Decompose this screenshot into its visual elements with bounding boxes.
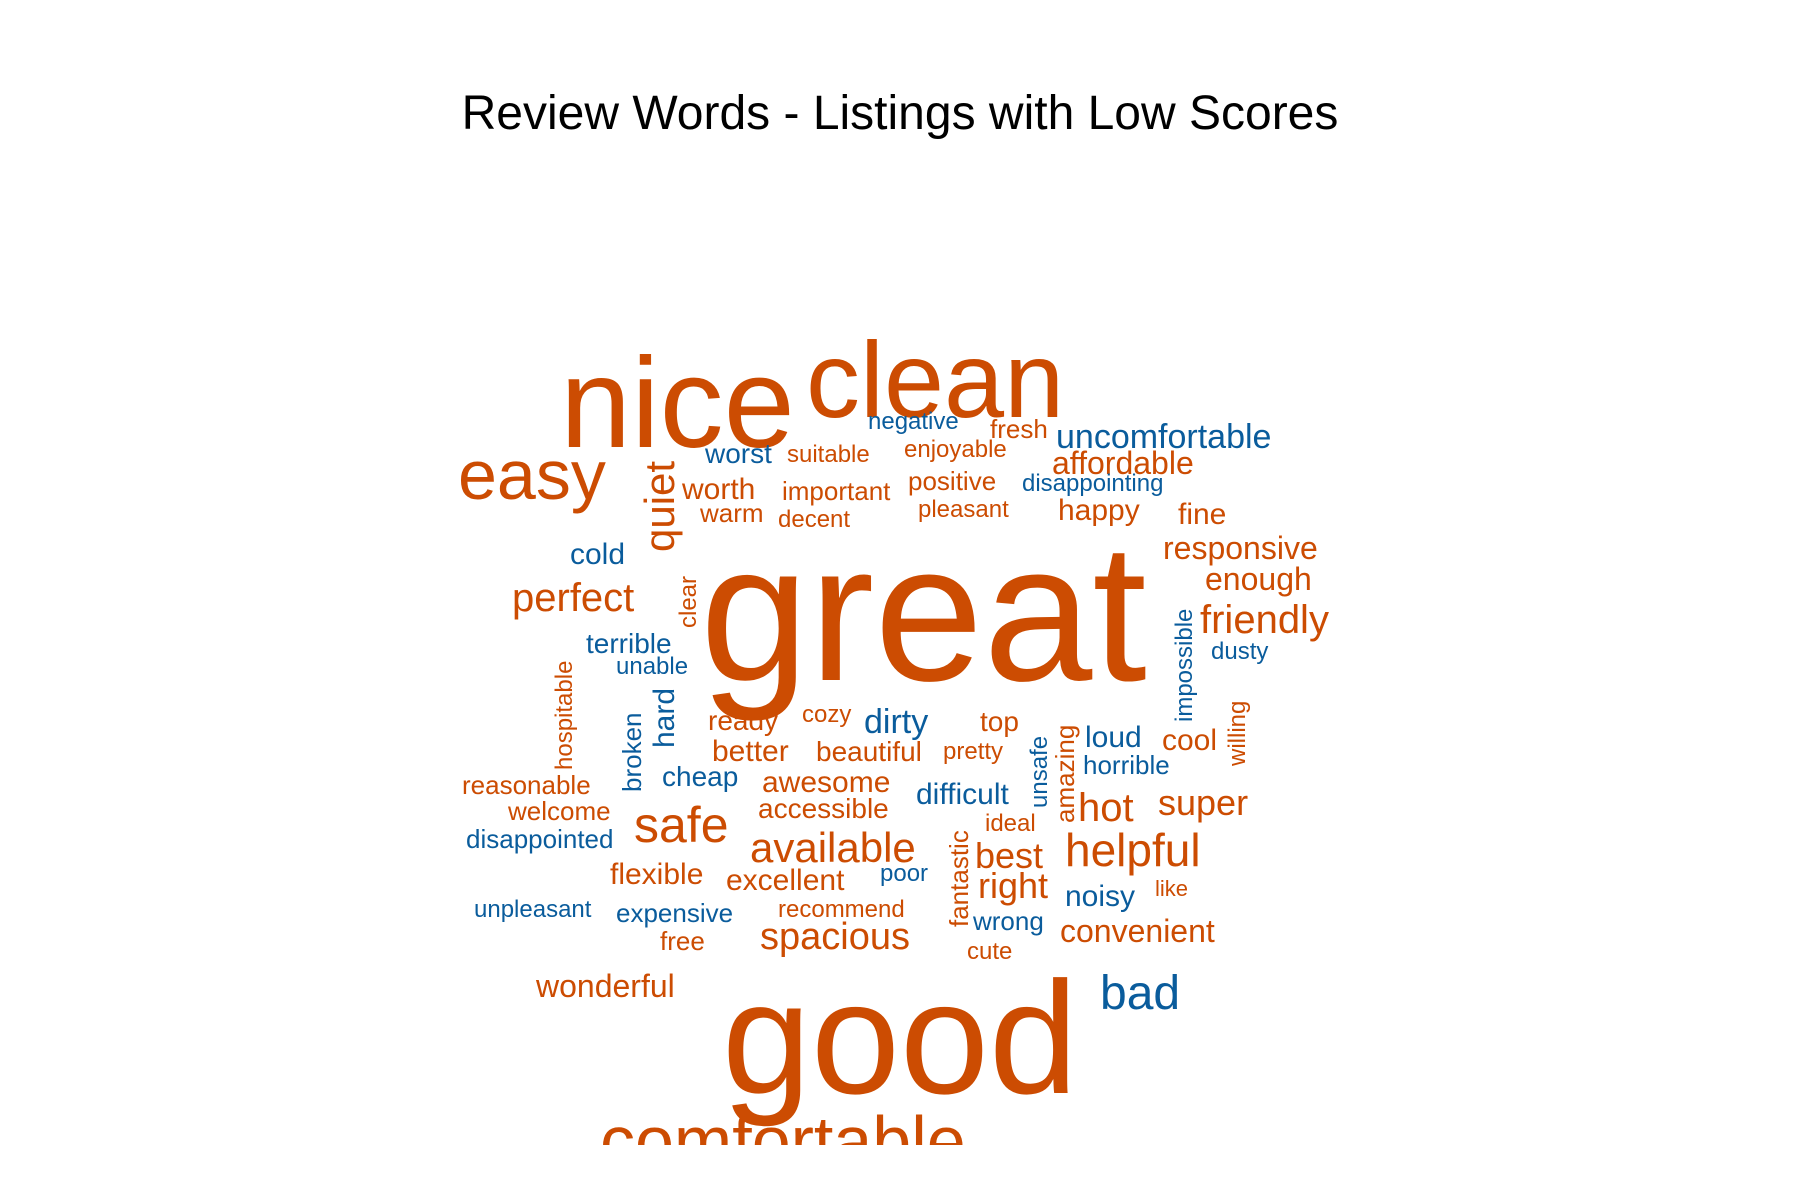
word-ready: ready: [708, 705, 779, 736]
word-accessible: accessible: [758, 793, 889, 824]
word-perfect: perfect: [512, 576, 635, 620]
word-great: great: [700, 503, 1147, 722]
word-bad: bad: [1100, 967, 1181, 1020]
word-disappointing: disappointing: [1022, 470, 1164, 497]
word-helpful: helpful: [1065, 824, 1201, 876]
word-poor: poor: [880, 860, 929, 887]
word-horrible: horrible: [1083, 750, 1170, 780]
word-clear: clear: [675, 575, 702, 628]
word-decent: decent: [778, 506, 851, 533]
word-unpleasant: unpleasant: [474, 896, 592, 923]
word-welcome: welcome: [508, 796, 611, 826]
word-cozy: cozy: [802, 701, 852, 728]
word-noisy: noisy: [1065, 880, 1136, 913]
word-enough: enough: [1205, 561, 1312, 597]
word-beautiful: beautiful: [816, 736, 922, 767]
word-right: right: [978, 865, 1049, 906]
word-cold: cold: [570, 538, 626, 571]
word-broken: broken: [617, 712, 647, 793]
word-impossible: impossible: [1171, 608, 1198, 722]
word-warm: warm: [700, 498, 764, 528]
word-positive: positive: [908, 466, 997, 496]
word-pretty: pretty: [943, 738, 1004, 765]
word-worth: worth: [682, 473, 756, 506]
word-ideal: ideal: [985, 810, 1036, 837]
word-flexible: flexible: [610, 858, 704, 891]
word-dusty: dusty: [1211, 638, 1269, 665]
word-fresh: fresh: [990, 414, 1048, 444]
word-quiet: quiet: [636, 460, 683, 552]
word-willing: willing: [1224, 700, 1251, 766]
word-free: free: [660, 926, 705, 956]
word-affordable: affordable: [1052, 445, 1194, 481]
word-safe: safe: [634, 797, 729, 853]
word-cloud: great good nice clean comfortable easy quiet he…: [458, 319, 1329, 1146]
word-unsafe: unsafe: [1026, 735, 1053, 808]
word-terrible: terrible: [586, 628, 672, 659]
word-hospitable: hospitable: [551, 660, 578, 770]
word-negative: negative: [868, 408, 959, 435]
word-important: important: [782, 476, 891, 506]
word-convenient: convenient: [1060, 913, 1215, 949]
chart-title: Review Words - Listings with Low Scores: [461, 87, 1339, 140]
word-hard: hard: [648, 687, 681, 748]
word-dirty: dirty: [864, 703, 929, 741]
word-suitable: suitable: [787, 441, 870, 468]
word-responsive: responsive: [1163, 530, 1318, 566]
word-spacious: spacious: [760, 916, 910, 958]
word-clean: clean: [806, 319, 1065, 440]
word-comfortable: comfortable: [600, 1102, 966, 1145]
word-unable: unable: [616, 653, 689, 680]
word-hot: hot: [1078, 786, 1134, 830]
word-super: super: [1158, 782, 1249, 823]
word-cool: cool: [1162, 724, 1218, 757]
word-worst: worst: [705, 438, 772, 469]
word-amazing: amazing: [1050, 724, 1080, 823]
word-pleasant: pleasant: [918, 496, 1009, 523]
word-easy: easy: [458, 436, 606, 514]
word-uncomfortable: uncomfortable: [1056, 418, 1272, 456]
word-nice: nice: [560, 332, 795, 475]
word-loud: loud: [1085, 721, 1142, 754]
word-fantastic: fantastic: [944, 830, 974, 927]
word-better: better: [712, 735, 789, 768]
word-expensive: expensive: [616, 898, 734, 928]
word-difficult: difficult: [916, 778, 1009, 811]
word-recommend: recommend: [778, 896, 905, 923]
word-like: like: [1155, 876, 1189, 901]
word-enjoyable: enjoyable: [904, 436, 1007, 463]
word-excellent: excellent: [726, 864, 845, 897]
word-cute: cute: [967, 938, 1013, 965]
word-best: best: [975, 835, 1044, 876]
word-wrong: wrong: [973, 906, 1044, 936]
word-awesome: awesome: [762, 766, 891, 799]
word-good: good: [722, 948, 1078, 1127]
word-happy: happy: [1058, 494, 1140, 527]
word-friendly: friendly: [1200, 598, 1329, 642]
word-available: available: [750, 824, 916, 871]
word-wonderful: wonderful: [536, 968, 675, 1004]
word-reasonable: reasonable: [462, 770, 591, 800]
word-disappointed: disappointed: [466, 824, 614, 854]
word-top: top: [980, 706, 1019, 737]
word-fine: fine: [1178, 498, 1227, 531]
word-cheap: cheap: [662, 761, 739, 792]
